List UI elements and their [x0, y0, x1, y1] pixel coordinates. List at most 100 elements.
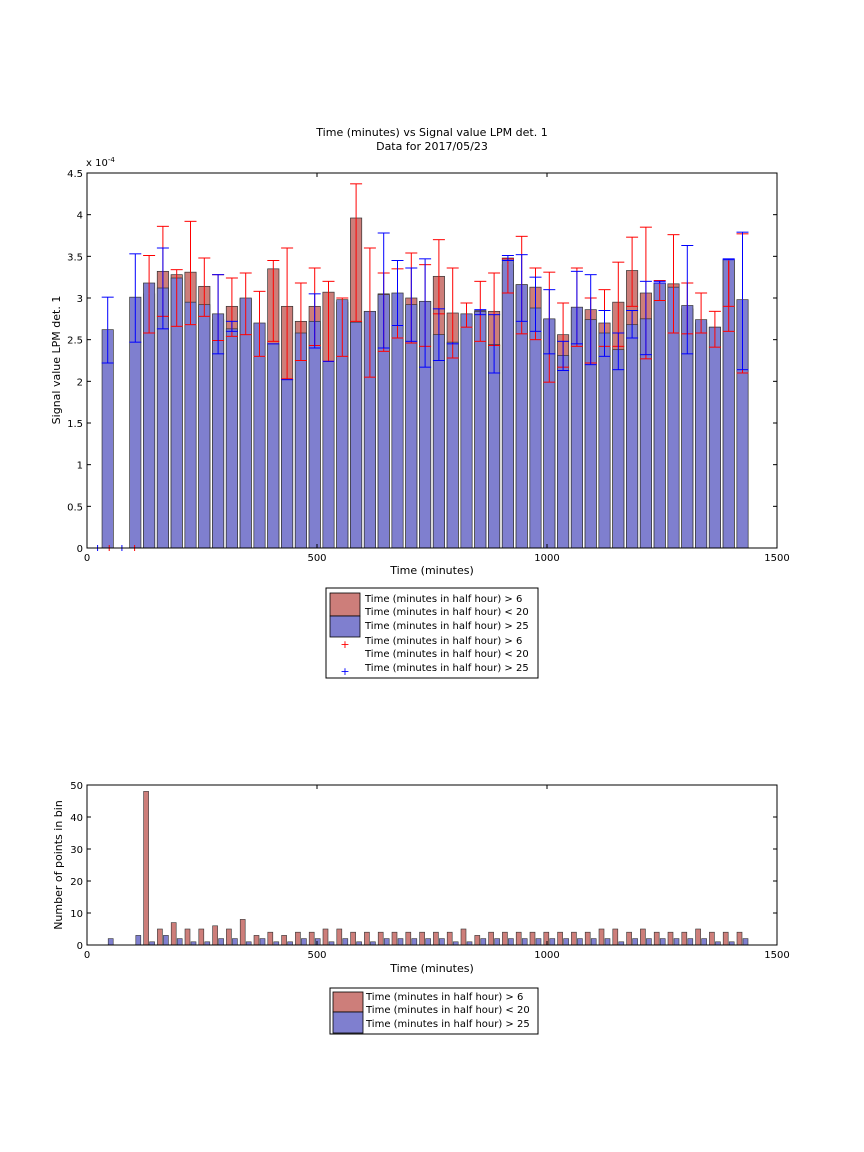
count-legend-entry-3: Time (minutes in half hour) > 25	[365, 1019, 530, 1030]
signal-y-ticks: 0 0.5 1 1.5 2 2.5 3 3.5 4 4.5	[67, 169, 777, 555]
count-bar-blue	[480, 938, 487, 946]
count-y-tick-label: 30	[70, 845, 83, 856]
legend-swatch-red	[329, 592, 361, 617]
count-bar-blue	[604, 938, 611, 946]
legend-entry-1: Time (minutes in half hour) > 6	[364, 594, 522, 605]
count-bar-blue	[549, 938, 556, 946]
count-bar-red	[391, 931, 398, 946]
count-bar-red	[695, 928, 701, 946]
count-bar-blue	[383, 938, 390, 946]
count-bar-red	[157, 928, 163, 946]
count-bar-red	[184, 928, 191, 946]
count-x-tick-label: 1500	[764, 950, 789, 961]
count-bar-blue	[439, 938, 445, 946]
signal-bar-blue	[708, 326, 721, 549]
count-bar-blue	[232, 938, 238, 946]
signal-x-tick-label: 1000	[534, 553, 559, 564]
signal-bar-blue	[350, 321, 363, 549]
count-bar-red	[709, 931, 715, 946]
signal-y-tick-label: 4	[77, 211, 83, 222]
count-bar-red	[502, 931, 508, 946]
count-bar-red	[322, 928, 329, 946]
signal-y-tick-label: 2.5	[67, 336, 83, 347]
signal-legend: Time (minutes in half hour) > 6 Time (mi…	[325, 587, 539, 679]
count-y-ticks: 0 10 20 30 40 50	[70, 781, 777, 952]
count-bars	[107, 791, 749, 946]
count-y-tick-label: 0	[77, 941, 83, 952]
count-bar-red	[433, 931, 439, 946]
count-bar-red	[584, 931, 591, 946]
count-bar-red	[529, 931, 536, 946]
count-bar-blue	[411, 938, 418, 946]
signal-bar-blue	[653, 282, 666, 549]
signal-y-tick-label: 3.5	[67, 252, 83, 263]
count-bar-red	[653, 931, 660, 946]
count-bar-red	[405, 931, 412, 946]
count-bar-blue	[742, 938, 749, 946]
signal-y-tick-label: 1	[77, 461, 83, 472]
signal-y-tick-label: 1.5	[67, 419, 83, 430]
signal-bar-blue	[281, 379, 294, 549]
count-bar-red	[557, 931, 563, 946]
legend-marker-blue-plus: +	[340, 665, 349, 678]
signal-errorbars-blue	[94, 231, 749, 551]
count-bar-red	[419, 931, 425, 946]
signal-bar-blue	[225, 328, 238, 549]
signal-y-tick-label: 4.5	[67, 169, 83, 180]
count-bar-blue	[342, 938, 349, 946]
count-x-tick-label: 0	[84, 950, 90, 961]
count-y-tick-label: 20	[70, 877, 83, 888]
signal-bar-blue	[557, 355, 570, 549]
signal-y-tick-label: 3	[77, 294, 83, 305]
signal-x-tick-label: 0	[84, 553, 90, 564]
signal-bar-blue	[432, 334, 445, 549]
legend-marker-red-plus: +	[340, 638, 349, 651]
count-legend-entry-1: Time (minutes in half hour) > 6	[365, 992, 523, 1003]
legend-entry-2: Time (minutes in half hour) < 20	[364, 607, 529, 618]
signal-bar-blue	[239, 297, 252, 549]
count-bar-blue	[163, 935, 169, 946]
signal-bar-blue	[626, 324, 639, 549]
count-legend-swatch-red	[332, 991, 364, 1013]
count-bar-red	[226, 928, 232, 946]
count-y-tick-label: 50	[70, 781, 83, 792]
count-bar-blue	[494, 938, 500, 946]
signal-bar-blue	[198, 304, 211, 549]
count-bar-red	[253, 935, 260, 946]
count-bar-blue	[673, 938, 680, 946]
figure-title-line1: Time (minutes) vs Signal value LPM det. …	[315, 126, 547, 139]
count-bar-blue	[135, 935, 142, 946]
count-bar-blue	[259, 938, 266, 946]
signal-bar-blue	[612, 349, 625, 549]
count-bar-red	[667, 931, 674, 946]
signal-x-axis-label: Time (minutes)	[389, 564, 474, 577]
count-bar-blue	[646, 938, 652, 946]
count-bar-red	[612, 928, 619, 946]
signal-bar-blue	[294, 332, 307, 549]
signal-bar-blue	[695, 319, 708, 549]
count-x-ticks: 0 500 1000 1500	[84, 785, 790, 961]
count-bar-blue	[107, 938, 114, 946]
count-bar-red	[281, 935, 287, 946]
count-bar-red	[598, 928, 605, 946]
count-bar-red	[640, 928, 646, 946]
count-bar-red	[571, 931, 577, 946]
signal-bar-blue	[446, 341, 459, 549]
count-bar-red	[722, 931, 729, 946]
signal-y-tick-label: 0	[77, 544, 83, 555]
signal-x-tick-label: 500	[307, 553, 326, 564]
count-bar-red	[336, 928, 343, 946]
count-bar-red	[460, 928, 467, 946]
count-bar-blue	[521, 938, 528, 946]
signal-bar-blue	[501, 257, 514, 549]
count-x-tick-label: 1000	[534, 950, 559, 961]
count-legend: Time (minutes in half hour) > 6 Time (mi…	[329, 987, 539, 1035]
count-bar-red	[143, 791, 149, 946]
legend-entry-3: Time (minutes in half hour) > 25	[364, 621, 529, 632]
count-y-tick-label: 40	[70, 813, 83, 824]
count-bar-blue	[301, 938, 307, 946]
count-bar-blue	[632, 938, 638, 946]
count-y-tick-label: 10	[70, 909, 83, 920]
signal-y-tick-label: 0.5	[67, 502, 83, 513]
